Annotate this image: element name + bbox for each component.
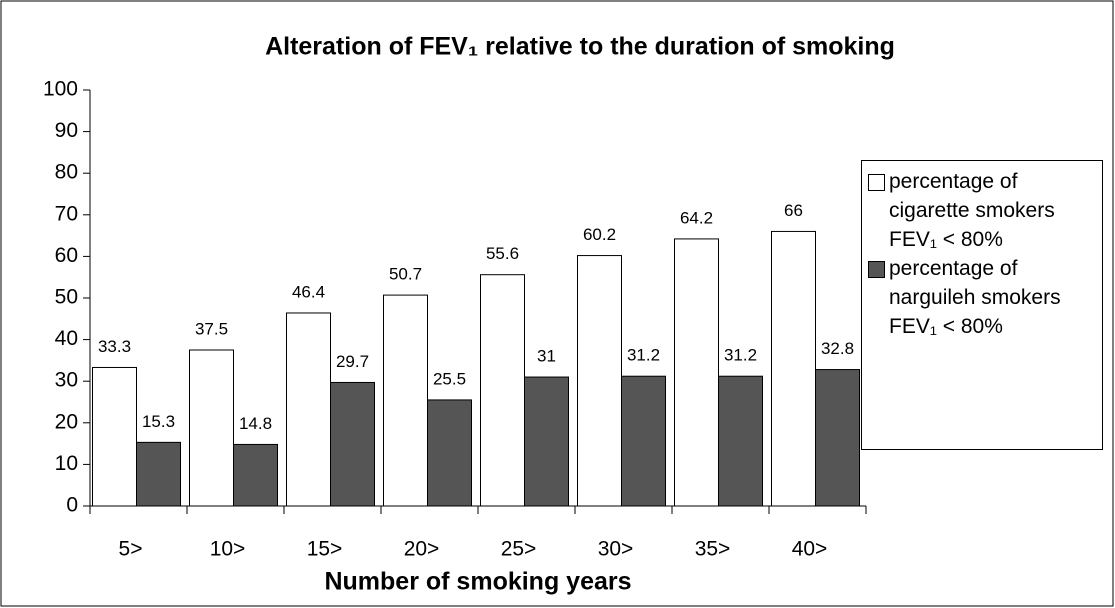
value-label: 29.7 (336, 352, 369, 371)
y-tick-label: 30 (55, 369, 78, 392)
x-tick-label: 20> (404, 538, 440, 561)
legend-label: percentage of cigarette smokers FEV₁ < 8… (889, 170, 1055, 251)
legend-swatch (868, 174, 885, 191)
y-tick-label: 60 (55, 244, 78, 267)
bar (674, 238, 719, 507)
x-tick-label: 5> (119, 538, 143, 561)
y-tick-label: 40 (55, 327, 78, 350)
x-tick-label: 40> (792, 538, 828, 561)
value-label: 50.7 (389, 265, 422, 284)
value-label: 25.5 (433, 369, 466, 388)
bar (189, 349, 234, 507)
value-label: 31.2 (627, 346, 660, 365)
y-tick-label: 100 (43, 78, 78, 101)
value-label: 46.4 (292, 282, 325, 301)
x-tick-label: 10> (210, 538, 246, 561)
value-label: 33.3 (98, 337, 131, 356)
value-label: 31 (537, 347, 556, 366)
chart-title: Alteration of FEV₁ relative to the durat… (265, 33, 895, 61)
legend-label: percentage of narguileh smokers FEV₁ < 8… (889, 257, 1061, 338)
x-tick-label: 30> (598, 538, 634, 561)
bar (480, 274, 525, 507)
bar (718, 375, 763, 507)
bar (330, 381, 375, 507)
y-tick-label: 20 (55, 410, 78, 433)
bar (771, 230, 816, 507)
bar (286, 312, 331, 507)
y-tick-label: 10 (55, 452, 78, 475)
bar (383, 294, 428, 507)
y-tick-label: 50 (55, 286, 78, 309)
legend-item: percentage of narguileh smokers FEV₁ < 8… (866, 254, 1098, 341)
bar (233, 443, 278, 507)
y-tick-label: 90 (55, 119, 78, 142)
bar (577, 255, 622, 507)
x-tick-label: 35> (695, 538, 731, 561)
legend-item: percentage of cigarette smokers FEV₁ < 8… (866, 167, 1098, 254)
value-label: 32.8 (821, 339, 854, 358)
bar (136, 441, 181, 507)
y-tick-label: 70 (55, 202, 78, 225)
bar (427, 399, 472, 507)
bar (815, 369, 860, 507)
y-tick-label: 0 (66, 494, 78, 517)
value-label: 31.2 (724, 346, 757, 365)
x-tick-label: 25> (501, 538, 537, 561)
x-tick-label: 15> (307, 538, 343, 561)
value-label: 14.8 (239, 414, 272, 433)
value-label: 15.3 (142, 412, 175, 431)
y-tick-label: 80 (55, 161, 78, 184)
bar (92, 366, 137, 507)
value-label: 64.2 (680, 208, 713, 227)
value-label: 60.2 (583, 225, 616, 244)
value-label: 37.5 (195, 319, 228, 338)
bar (621, 375, 666, 507)
value-label: 66 (784, 201, 803, 220)
legend: percentage of cigarette smokers FEV₁ < 8… (861, 160, 1103, 450)
x-axis-title: Number of smoking years (324, 568, 631, 596)
bar (524, 376, 569, 507)
value-label: 55.6 (486, 244, 519, 263)
legend-swatch (868, 261, 885, 278)
